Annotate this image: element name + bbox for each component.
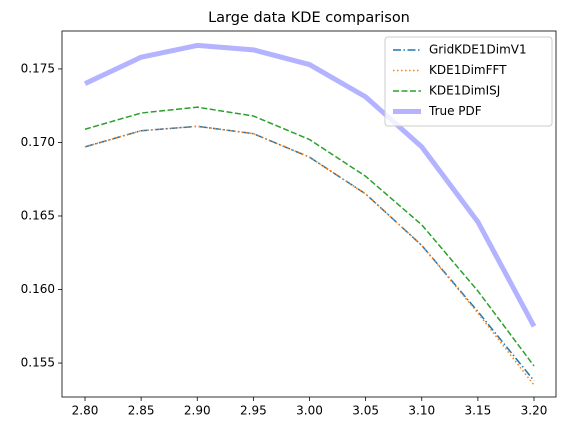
y-tick-label: 0.155 [21, 356, 55, 370]
y-tick-label: 0.160 [21, 282, 55, 296]
x-tick-label: 3.20 [521, 404, 548, 418]
chart-title: Large data KDE comparison [208, 10, 410, 26]
legend-box [384, 36, 553, 127]
series-line [84, 125, 535, 386]
series-line [84, 106, 535, 367]
plot-frame [61, 30, 557, 398]
x-tick-label: 3.00 [296, 404, 323, 418]
y-tick-label: 0.165 [21, 208, 55, 222]
y-tick-label: 0.175 [21, 61, 55, 75]
x-tick-label: 3.10 [408, 404, 435, 418]
x-tick-label: 3.05 [352, 404, 379, 418]
x-tick-label: 2.80 [72, 404, 99, 418]
legend-label: True PDF [428, 104, 482, 118]
y-tick-label: 0.170 [21, 135, 55, 149]
x-tick-label: 3.15 [465, 404, 492, 418]
x-tick-label: 2.90 [184, 404, 211, 418]
legend-label: GridKDE1DimV1 [429, 43, 527, 57]
x-tick-label: 2.85 [128, 404, 155, 418]
legend-label: KDE1DimFFT [429, 63, 507, 77]
legend-label: KDE1DimISJ [429, 84, 500, 98]
x-tick-label: 2.95 [240, 404, 267, 418]
series-line [83, 42, 537, 328]
legend: GridKDE1DimV1 KDE1DimFFT KDE1DimISJ True PD… [384, 36, 553, 127]
